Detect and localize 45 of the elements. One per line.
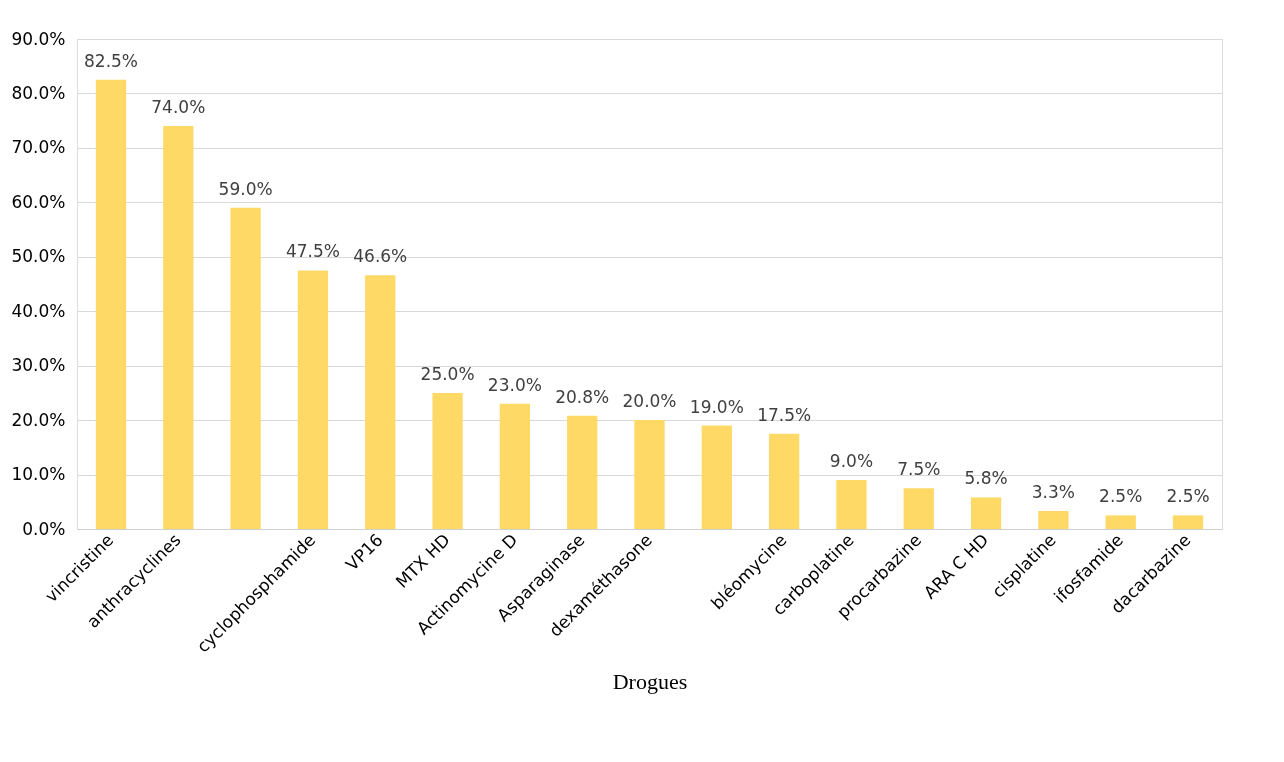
data-label: 59.0%	[218, 178, 273, 199]
bar	[1172, 515, 1204, 529]
x-axis-title: Drogues	[612, 668, 688, 694]
data-label: 3.3%	[1031, 482, 1075, 503]
data-label: 46.6%	[353, 246, 408, 267]
bar	[836, 480, 867, 529]
y-tick-label: 10.0%	[11, 464, 66, 485]
data-label: 74.0%	[151, 97, 206, 118]
data-label: 20.8%	[555, 386, 610, 407]
data-label: 2.5%	[1166, 486, 1210, 507]
data-label: 19.0%	[689, 396, 744, 417]
bar	[634, 420, 665, 529]
y-tick-label: 0.0%	[22, 518, 66, 539]
data-label: 7.5%	[897, 459, 941, 480]
data-label: 5.8%	[964, 468, 1008, 489]
y-tick-label: 80.0%	[11, 82, 66, 103]
data-label: 25.0%	[420, 363, 475, 384]
y-tick-label: 20.0%	[11, 409, 66, 430]
y-tick-label: 30.0%	[11, 355, 66, 376]
bar	[701, 425, 732, 529]
y-tick-label: 40.0%	[11, 300, 66, 321]
bar	[499, 403, 531, 529]
data-label: 9.0%	[829, 451, 874, 471]
bar	[432, 392, 463, 529]
bar	[903, 488, 934, 529]
data-label: 47.5%	[285, 241, 340, 262]
data-label: 17.5%	[757, 404, 812, 425]
y-tick-label: 50.0%	[11, 246, 66, 267]
bar	[567, 415, 598, 529]
y-tick-label: 70.0%	[11, 137, 66, 158]
bar	[970, 497, 1002, 529]
data-label: 2.5%	[1099, 486, 1143, 507]
bar	[768, 433, 800, 529]
y-tick-label: 90.0%	[11, 28, 66, 49]
bar	[95, 79, 127, 529]
bar	[230, 207, 261, 529]
data-label: 20.0%	[622, 391, 677, 412]
bar	[297, 270, 329, 529]
data-label: 82.5%	[83, 50, 138, 71]
data-label: 23.0%	[487, 374, 542, 395]
bar	[1038, 511, 1069, 529]
bar	[365, 275, 396, 529]
y-tick-label: 60.0%	[11, 191, 66, 212]
bar	[1105, 515, 1136, 529]
bar	[163, 126, 194, 529]
